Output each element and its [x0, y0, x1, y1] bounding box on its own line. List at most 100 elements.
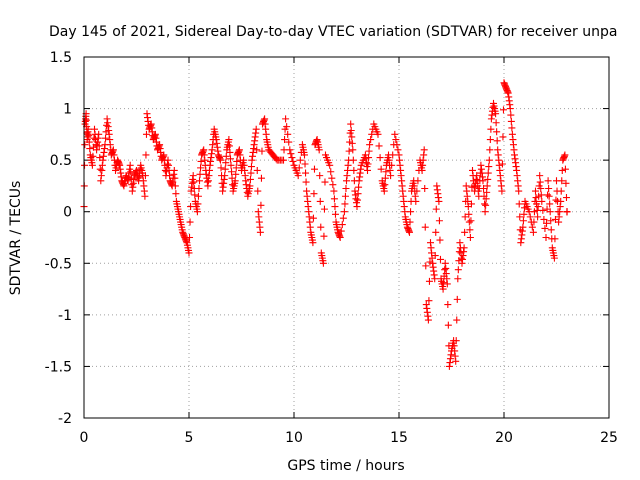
data-point-marker [519, 217, 527, 225]
data-point-marker [302, 178, 310, 186]
chart-title: Day 145 of 2021, Sidereal Day-to-day VTE… [49, 24, 617, 40]
data-point-marker [550, 254, 558, 262]
data-point-marker [483, 188, 491, 196]
data-point-marker [552, 196, 560, 204]
data-point-marker [544, 191, 552, 199]
data-point-marker [392, 136, 400, 144]
data-point-marker [231, 177, 239, 185]
data-point-marker [194, 200, 202, 208]
data-point-marker [217, 164, 225, 172]
data-point-marker [536, 178, 544, 186]
data-point-marker [537, 185, 545, 193]
data-point-marker [493, 137, 501, 145]
x-tick-labels: 0 5 10 15 20 25 [80, 430, 618, 446]
grid-lines [84, 57, 609, 418]
data-point-marker [84, 125, 92, 133]
data-point-marker [327, 168, 335, 176]
data-point-marker [441, 266, 449, 274]
data-point-marker [126, 161, 134, 169]
data-point-marker [406, 228, 413, 236]
data-point-marker [319, 259, 327, 267]
data-point-marker [406, 218, 414, 226]
data-point-marker [81, 141, 89, 149]
data-point-marker [520, 210, 528, 218]
data-point-marker [484, 175, 492, 183]
data-point-marker [190, 178, 198, 186]
data-point-marker [452, 337, 460, 345]
data-point-marker [283, 123, 291, 131]
data-point-marker [431, 275, 439, 283]
data-point-marker [480, 185, 488, 193]
data-point-marker [542, 234, 550, 241]
data-point-marker [388, 161, 396, 169]
data-point-marker [257, 174, 265, 182]
axis-ticks [83, 56, 610, 419]
data-point-marker [197, 157, 205, 165]
data-point-marker [367, 136, 375, 144]
data-point-marker [221, 172, 229, 180]
data-point-marker [342, 185, 350, 193]
data-point-marker [95, 142, 103, 150]
data-point-marker [479, 177, 487, 185]
data-point-marker [515, 187, 523, 195]
data-point-marker [81, 161, 89, 169]
data-point-marker [561, 165, 569, 173]
data-point-marker [532, 187, 539, 195]
data-point-marker [453, 316, 461, 324]
data-point-marker [222, 152, 230, 160]
data-point-marker [538, 197, 546, 205]
data-point-marker [88, 161, 96, 169]
data-point-marker [227, 161, 235, 169]
data-point-marker [347, 126, 355, 134]
x-tick-label: 0 [80, 430, 89, 446]
data-point-marker [301, 151, 308, 159]
data-point-marker [328, 174, 336, 182]
data-point-marker [354, 190, 362, 198]
data-point-marker [316, 172, 324, 180]
data-point-marker [562, 194, 570, 202]
x-axis-label: GPS time / hours [287, 458, 404, 474]
data-point-marker [217, 156, 224, 164]
x-tick-label: 20 [495, 430, 513, 446]
data-point-marker [310, 165, 318, 173]
data-point-marker [252, 125, 260, 133]
data-point-marker [282, 115, 290, 123]
data-marks [80, 79, 571, 370]
data-point-marker [247, 169, 255, 177]
data-point-marker [296, 156, 304, 164]
data-point-marker [545, 185, 553, 193]
data-point-marker [425, 297, 433, 305]
y-tick-label: 0 [63, 205, 72, 221]
data-point-marker [481, 200, 489, 208]
data-point-marker [387, 172, 395, 180]
data-point-marker [349, 146, 357, 154]
data-point-marker [247, 163, 255, 171]
data-point-marker [288, 154, 296, 162]
data-point-marker [466, 226, 474, 234]
data-point-marker [413, 187, 421, 195]
data-point-marker [317, 223, 325, 231]
data-point-marker [436, 236, 444, 244]
data-point-marker [186, 218, 194, 226]
data-point-marker [257, 201, 265, 209]
y-tick-label: -1 [58, 308, 72, 324]
data-point-marker [141, 192, 149, 200]
data-point-marker [481, 208, 489, 216]
data-point-marker [546, 200, 554, 208]
data-point-marker [320, 232, 328, 240]
data-point-marker [558, 177, 566, 185]
data-point-marker [432, 228, 440, 236]
data-point-marker [432, 205, 440, 213]
data-point-marker [551, 235, 559, 243]
data-point-marker [337, 227, 345, 235]
data-point-marker [467, 200, 475, 208]
data-point-marker [256, 228, 264, 236]
data-point-marker [536, 172, 544, 180]
data-point-marker [347, 120, 355, 128]
data-point-marker [338, 221, 346, 229]
data-point-marker [421, 185, 429, 193]
y-tick-label: 1.5 [50, 50, 72, 66]
data-point-marker [534, 203, 542, 211]
y-tick-label: 1 [63, 102, 72, 118]
